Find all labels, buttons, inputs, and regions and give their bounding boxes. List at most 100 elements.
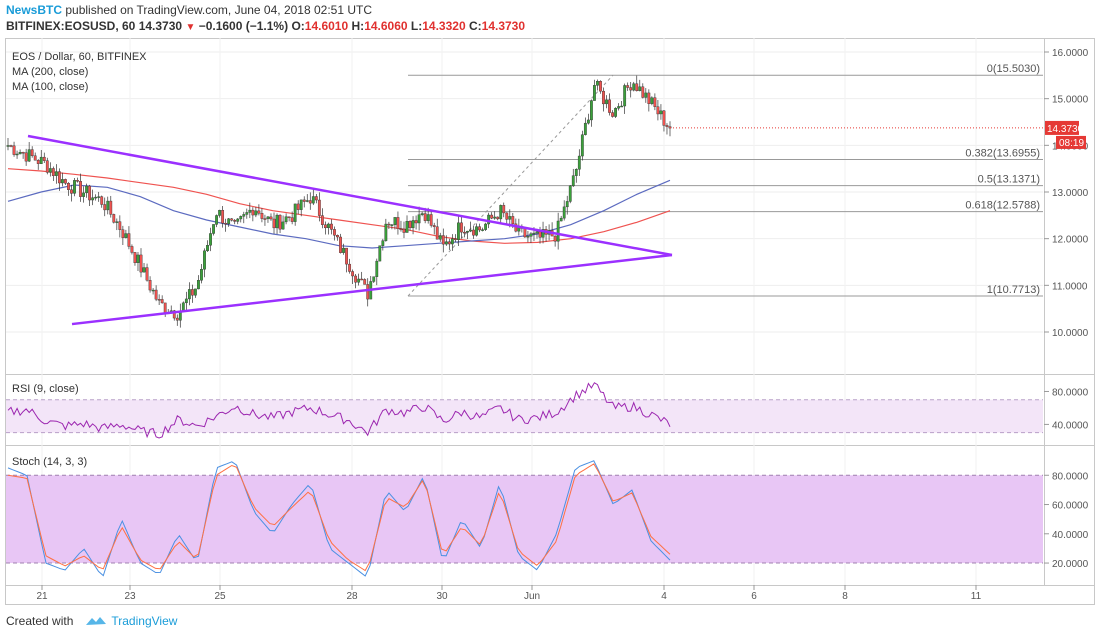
candle-up — [215, 215, 218, 225]
stoch-tick-label: 20.0000 — [1052, 559, 1089, 570]
candle-down — [323, 224, 327, 229]
time-tick-label: 25 — [214, 591, 226, 602]
time-tick-label: 30 — [436, 591, 448, 602]
candle-down — [76, 180, 79, 182]
candle-down — [502, 205, 506, 214]
candle-up — [245, 212, 249, 215]
candle-up — [469, 229, 472, 232]
candle-down — [599, 81, 602, 92]
candle-down — [336, 235, 339, 238]
candle-down — [9, 145, 13, 147]
candle-up — [311, 196, 315, 204]
candle-down — [70, 189, 73, 194]
time-tick-label: 21 — [36, 591, 48, 602]
candle-up — [212, 224, 215, 234]
candle-down — [263, 218, 267, 220]
candle-down — [257, 210, 261, 214]
candle-down — [42, 156, 46, 161]
stoch-legend: Stoch (14, 3, 3) — [12, 456, 87, 468]
tradingview-logo[interactable]: TradingView — [85, 614, 177, 628]
high-label: H: — [351, 19, 365, 33]
candle-up — [197, 280, 200, 290]
candle-up — [508, 216, 512, 220]
candle-up — [61, 179, 64, 184]
candle-down — [399, 228, 403, 231]
chart-canvas[interactable]: 10.000011.000012.000013.000014.000015.00… — [0, 38, 1100, 605]
candle-up — [342, 247, 345, 253]
high-value: 14.6060 — [364, 19, 408, 33]
candle-down — [308, 200, 312, 204]
publisher-name[interactable]: NewsBTC — [6, 3, 63, 17]
candle-down — [463, 231, 466, 234]
candle-up — [574, 169, 578, 176]
candle-down — [230, 218, 234, 221]
candle-up — [420, 213, 424, 215]
candle-down — [333, 229, 336, 236]
symbol-label: BITFINEX:EOSUSD, 60 — [6, 19, 136, 33]
candle-down — [511, 216, 515, 225]
stoch-band-fill — [6, 475, 1043, 564]
candle-up — [411, 220, 415, 229]
candle-down — [629, 87, 633, 91]
candle-up — [577, 155, 581, 170]
candle-up — [284, 216, 288, 223]
candle-up — [209, 233, 212, 246]
open-value: 14.6010 — [304, 19, 349, 33]
candle-down — [100, 196, 104, 205]
candle-down — [21, 152, 25, 154]
candle-down — [317, 199, 321, 216]
candle-up — [375, 260, 379, 277]
candle-up — [605, 99, 608, 105]
candle-up — [187, 289, 191, 300]
candle-up — [236, 218, 240, 222]
candle-up — [466, 230, 469, 233]
candle-up — [327, 223, 330, 229]
open-label: O: — [291, 19, 305, 33]
candle-down — [662, 110, 666, 126]
candle-up — [384, 223, 388, 241]
chart-header: NewsBTC published on TradingView.com, Ju… — [0, 0, 1100, 38]
candle-up — [142, 267, 146, 273]
rsi-tick-label: 80.0000 — [1052, 387, 1089, 398]
candle-down — [260, 213, 264, 219]
candle-up — [266, 216, 270, 219]
candle-down — [330, 223, 333, 230]
candle-up — [650, 97, 654, 104]
candle-up — [614, 107, 617, 117]
candle-down — [345, 247, 348, 265]
candle-up — [393, 217, 397, 225]
time-tick-label: 11 — [971, 591, 982, 602]
candle-down — [441, 235, 445, 245]
last-price: 14.3730 — [138, 19, 183, 33]
candle-down — [127, 233, 131, 247]
candle-up — [541, 229, 545, 238]
candle-up — [27, 149, 31, 162]
candle-down — [33, 155, 37, 161]
time-tick-label: Jun — [524, 591, 540, 602]
candle-down — [133, 252, 137, 263]
candle-up — [200, 269, 203, 281]
time-tick-label: 23 — [124, 591, 136, 602]
candle-up — [390, 224, 394, 226]
chart-frame — [5, 38, 1095, 605]
stoch-tick-label: 40.0000 — [1052, 530, 1089, 541]
fib-level-label: 1(10.7713) — [987, 284, 1040, 296]
candle-up — [493, 216, 497, 219]
fibonacci-retracement[interactable]: 0(15.5030) 0.382(13.6955) 0.5(13.1371) 0.61… — [407, 63, 1043, 297]
candle-down — [30, 149, 34, 157]
candle-up — [632, 83, 636, 91]
candle-up — [590, 100, 593, 121]
triangle-trendlines[interactable] — [27, 134, 673, 326]
candle-down — [233, 220, 237, 222]
candle-up — [638, 86, 642, 92]
candle-up — [481, 229, 484, 231]
candle-up — [596, 81, 599, 86]
candle-down — [67, 183, 70, 190]
candle-down — [79, 181, 82, 197]
candle-down — [460, 222, 463, 233]
candle-down — [351, 271, 355, 277]
candle-down — [608, 99, 611, 113]
price-tick-label: 16.0000 — [1052, 48, 1089, 59]
candle-down — [538, 231, 542, 238]
candle-up — [381, 240, 385, 246]
